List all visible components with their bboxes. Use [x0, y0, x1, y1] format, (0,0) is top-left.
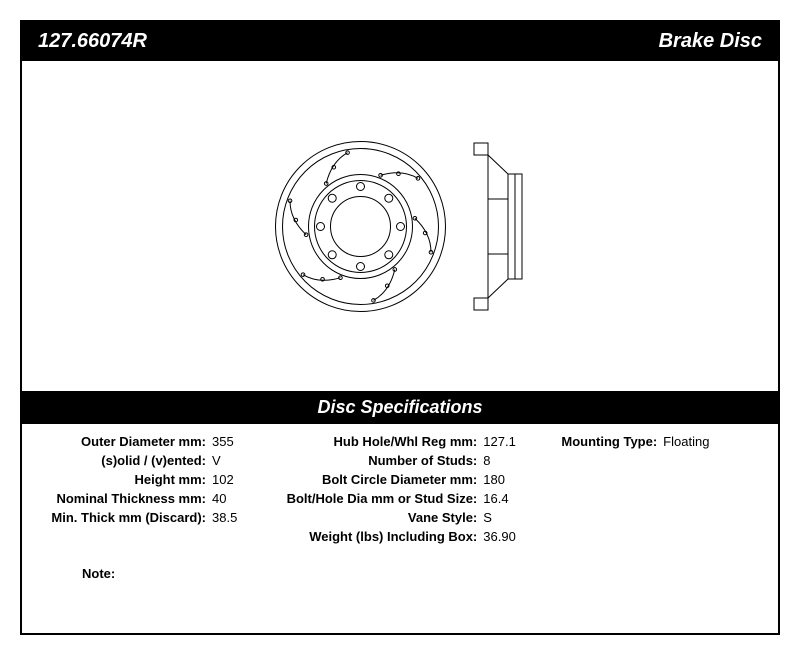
spec-label: (s)olid / (v)ented: [42, 453, 212, 468]
spec-value: 102 [212, 472, 234, 487]
spec-row: Nominal Thickness mm:40 [42, 491, 278, 506]
spec-value: V [212, 453, 221, 468]
spec-row: Height mm:102 [42, 472, 278, 487]
note-label: Note: [22, 554, 778, 581]
spec-label: Min. Thick mm (Discard): [42, 510, 212, 525]
spec-row: Number of Studs:8 [278, 453, 543, 468]
spec-value: 40 [212, 491, 226, 506]
page-title: Brake Disc [659, 30, 762, 53]
disc-side-view [468, 139, 528, 314]
spec-row: (s)olid / (v)ented:V [42, 453, 278, 468]
spec-row: Vane Style:S [278, 510, 543, 525]
spec-label: Vane Style: [278, 510, 483, 525]
spec-column-2: Hub Hole/Whl Reg mm:127.1Number of Studs… [278, 434, 543, 544]
spec-label: Outer Diameter mm: [42, 434, 212, 449]
header-bar: 127.66074R Brake Disc [22, 22, 778, 61]
spec-label: Bolt/Hole Dia mm or Stud Size: [278, 491, 483, 506]
spec-value: 36.90 [483, 529, 516, 544]
spec-value: 355 [212, 434, 234, 449]
spec-label: Bolt Circle Diameter mm: [278, 472, 483, 487]
spec-value: 16.4 [483, 491, 508, 506]
spec-column-3: Mounting Type:Floating [543, 434, 758, 544]
spec-row: Min. Thick mm (Discard):38.5 [42, 510, 278, 525]
spec-label: Weight (lbs) Including Box: [278, 529, 483, 544]
diagram-area [22, 61, 778, 391]
spec-row: Hub Hole/Whl Reg mm:127.1 [278, 434, 543, 449]
spec-label: Height mm: [42, 472, 212, 487]
spec-section-header: Disc Specifications [22, 391, 778, 424]
spec-value: 180 [483, 472, 505, 487]
spec-value: 38.5 [212, 510, 237, 525]
spec-row: Bolt/Hole Dia mm or Stud Size:16.4 [278, 491, 543, 506]
spec-label: Number of Studs: [278, 453, 483, 468]
spec-row: Bolt Circle Diameter mm:180 [278, 472, 543, 487]
spec-value: 8 [483, 453, 490, 468]
spec-row: Outer Diameter mm:355 [42, 434, 278, 449]
part-number: 127.66074R [38, 30, 147, 53]
spec-label: Nominal Thickness mm: [42, 491, 212, 506]
spec-value: Floating [663, 434, 709, 449]
spec-value: S [483, 510, 492, 525]
spec-label: Mounting Type: [543, 434, 663, 449]
spec-label: Hub Hole/Whl Reg mm: [278, 434, 483, 449]
disc-front-view [273, 139, 448, 314]
spec-table: Outer Diameter mm:355(s)olid / (v)ented:… [22, 424, 778, 554]
spec-row: Mounting Type:Floating [543, 434, 758, 449]
spec-value: 127.1 [483, 434, 516, 449]
spec-column-1: Outer Diameter mm:355(s)olid / (v)ented:… [42, 434, 278, 544]
spec-row: Weight (lbs) Including Box:36.90 [278, 529, 543, 544]
